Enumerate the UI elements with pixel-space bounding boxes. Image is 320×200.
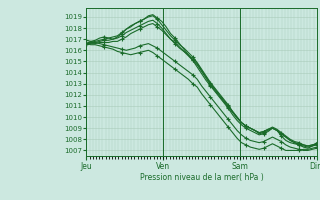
X-axis label: Pression niveau de la mer( hPa ): Pression niveau de la mer( hPa ): [140, 173, 263, 182]
